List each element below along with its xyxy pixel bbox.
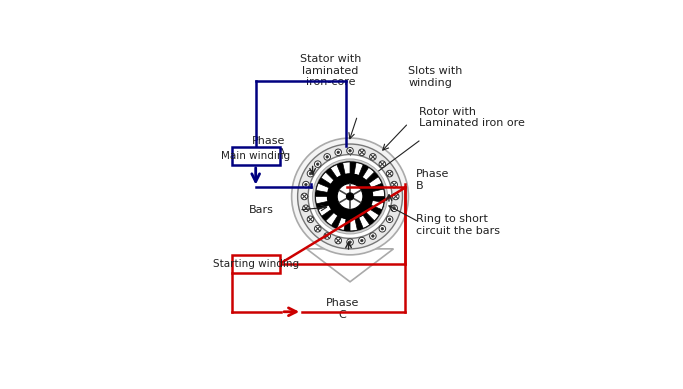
Text: Phase
B: Phase B: [416, 169, 449, 191]
Circle shape: [346, 193, 354, 200]
Circle shape: [387, 170, 393, 177]
Circle shape: [301, 193, 307, 200]
Circle shape: [337, 151, 339, 154]
Polygon shape: [368, 177, 382, 188]
Circle shape: [315, 161, 385, 232]
Circle shape: [370, 154, 376, 160]
Circle shape: [316, 163, 319, 165]
Circle shape: [391, 181, 398, 188]
Circle shape: [298, 144, 402, 249]
Polygon shape: [337, 217, 346, 230]
Circle shape: [309, 172, 311, 175]
Text: Slots with
winding: Slots with winding: [408, 66, 463, 88]
Circle shape: [335, 237, 342, 244]
Circle shape: [314, 161, 321, 167]
Circle shape: [305, 183, 307, 186]
FancyBboxPatch shape: [232, 255, 279, 273]
Circle shape: [381, 228, 384, 230]
Circle shape: [347, 239, 353, 245]
Circle shape: [359, 237, 365, 244]
Circle shape: [316, 162, 385, 231]
Circle shape: [314, 226, 321, 232]
Circle shape: [379, 161, 386, 167]
Polygon shape: [316, 196, 328, 204]
Circle shape: [370, 233, 376, 239]
Polygon shape: [316, 183, 329, 193]
Circle shape: [391, 205, 398, 212]
Text: Rotor with
Laminated iron ore: Rotor with Laminated iron ore: [419, 107, 525, 128]
Circle shape: [292, 138, 408, 255]
Circle shape: [349, 149, 351, 152]
Circle shape: [303, 205, 309, 212]
Circle shape: [335, 149, 342, 156]
Text: Main winding: Main winding: [221, 151, 290, 161]
Circle shape: [337, 184, 363, 209]
Circle shape: [393, 193, 399, 200]
Circle shape: [387, 216, 393, 223]
Polygon shape: [326, 212, 338, 226]
Circle shape: [393, 207, 395, 210]
Polygon shape: [331, 165, 342, 178]
Circle shape: [303, 181, 309, 188]
Polygon shape: [372, 189, 385, 196]
Circle shape: [308, 154, 392, 238]
Circle shape: [379, 226, 386, 232]
Text: Stator with
laminated
iron-core: Stator with laminated iron-core: [300, 54, 361, 88]
Polygon shape: [362, 167, 374, 180]
Circle shape: [372, 235, 374, 237]
Polygon shape: [343, 162, 350, 175]
Text: Ring to short
circuit the bars: Ring to short circuit the bars: [416, 214, 500, 236]
Polygon shape: [354, 163, 363, 176]
Circle shape: [326, 156, 329, 158]
Circle shape: [328, 174, 372, 219]
Circle shape: [349, 241, 351, 244]
Circle shape: [313, 159, 387, 234]
Circle shape: [389, 218, 391, 221]
Text: Starting winding: Starting winding: [212, 259, 298, 269]
Text: Phase
C: Phase C: [326, 298, 359, 320]
Polygon shape: [318, 205, 332, 216]
FancyBboxPatch shape: [232, 147, 279, 165]
Circle shape: [359, 149, 365, 156]
Polygon shape: [321, 172, 334, 184]
Circle shape: [324, 154, 331, 160]
Polygon shape: [359, 215, 370, 228]
Polygon shape: [366, 209, 379, 221]
Circle shape: [307, 216, 313, 223]
Text: Bars: Bars: [249, 205, 274, 215]
Text: Phase
A: Phase A: [252, 136, 285, 158]
Circle shape: [347, 147, 353, 154]
Circle shape: [307, 170, 313, 177]
Polygon shape: [371, 200, 384, 210]
Circle shape: [361, 239, 363, 242]
Polygon shape: [350, 218, 357, 231]
Circle shape: [324, 233, 331, 239]
